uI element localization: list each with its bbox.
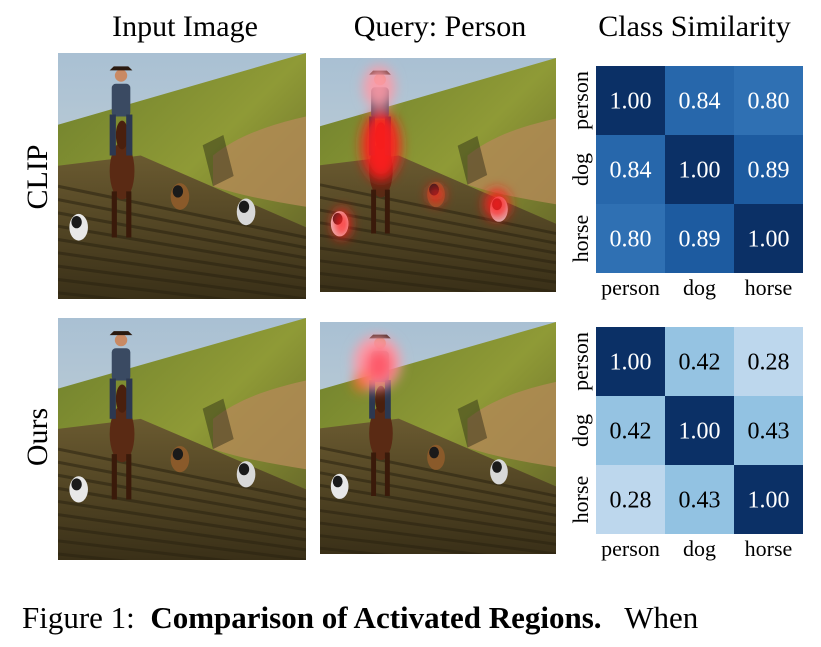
heatmap-cell-1-2-0 [596,465,665,534]
activation-map [332,65,510,240]
heatmap-ylabel-0-0: person [568,71,593,130]
heatmap-value-1-0-0: 1.00 [610,350,652,376]
horse [109,142,135,200]
input-image-ours [58,318,306,560]
heatmap-cell-1-0-0 [596,327,665,396]
heatmap-value-0-1-0: 0.84 [610,158,652,184]
heatmap-ylabel-0-2: horse [568,215,593,263]
heatmap-value-1-2-0: 0.28 [610,488,652,514]
horse [109,405,135,463]
heatmap-cell-0-2-1 [665,204,734,273]
eroded-bank [467,118,556,205]
heatmap-cell-1-1-2 [734,396,803,465]
heatmap-cell-1-2-2 [734,465,803,534]
column-title-query: Query: Person [353,10,527,43]
eroded-bank [213,380,306,470]
heatmap-ylabel-1-2: horse [568,476,593,524]
row-label-ours: Ours [21,407,54,467]
heatmap-value-1-0-2: 0.28 [748,350,790,376]
heatmap-cell-0-0-1 [665,66,734,135]
similarity-heatmap-clip: 1.00 0.84 0.80 person person 0.84 1.00 0.89 dog d… [566,66,806,306]
heatmap-xlabel-1-2: horse [745,536,793,561]
caption-bold: Comparison of Activated Regions. [150,600,602,635]
heatmap-value-1-1-2: 0.43 [748,419,790,445]
column-title-similarity: Class Similarity [598,10,791,43]
heatmap-value-1-1-0: 0.42 [610,419,652,445]
column-title-input: Input Image [112,10,258,43]
heatmap-value-0-0-2: 0.80 [748,89,790,115]
cowboy-hat [109,66,133,71]
heatmap-cell-1-0-1 [665,327,734,396]
activation-map [353,335,401,392]
heatmap-cell-1-2-1 [665,465,734,534]
heatmap-value-0-0-0: 1.00 [610,89,652,115]
heatmap-value-1-1-1: 1.00 [679,419,721,445]
heatmap-value-0-0-1: 0.84 [679,89,721,115]
heatmap-value-0-2-1: 0.89 [679,227,721,253]
heatmap-cell-1-1-1 [665,396,734,465]
input-image-clip [58,53,306,299]
heatmap-ylabel-1-1: dog [568,414,593,447]
heatmap-value-0-1-1: 1.00 [679,158,721,184]
heatmap-xlabel-0-2: horse [745,275,793,300]
horse [369,406,393,461]
query-person-activation-clip [320,58,556,292]
rider [111,348,131,381]
heatmap-xlabel-0-0: person [601,275,660,300]
caption-prefix: Figure 1: [22,600,135,635]
heatmap-cell-0-0-2 [734,66,803,135]
heatmap-cell-1-1-0 [596,396,665,465]
heatmap-cell-0-1-2 [734,135,803,204]
heatmap-value-0-2-0: 0.80 [610,227,652,253]
query-person-activation-ours [320,322,556,554]
heatmap-cell-0-1-0 [596,135,665,204]
figure-caption: Figure 1: Comparison of Activated Region… [22,600,698,636]
heatmap-value-0-1-2: 0.89 [748,158,790,184]
heatmap-xlabel-0-1: dog [683,275,716,300]
heatmap-value-1-0-1: 0.42 [679,350,721,376]
heatmap-value-0-2-2: 1.00 [748,227,790,253]
heatmap-cell-0-2-0 [596,204,665,273]
heatmap-value-1-2-2: 1.00 [748,488,790,514]
cowboy-hat [109,331,133,336]
similarity-heatmap-ours: 1.00 0.42 0.28 person person 0.42 1.00 0.43 dog d… [566,327,806,567]
heatmap-xlabel-1-1: dog [683,536,716,561]
eroded-bank [213,116,306,207]
heatmap-ylabel-1-0: person [568,332,593,391]
heatmap-cell-0-0-0 [596,66,665,135]
heatmap-cell-0-1-1 [665,135,734,204]
heatmap-value-1-2-1: 0.43 [679,488,721,514]
eroded-bank [467,381,556,467]
heatmap-ylabel-0-1: dog [568,153,593,186]
heatmap-cell-1-0-2 [734,327,803,396]
heatmap-cell-0-2-2 [734,204,803,273]
row-label-clip: CLIP [21,144,54,210]
caption-suffix: When [624,600,699,635]
rider [111,83,131,117]
heatmap-xlabel-1-0: person [601,536,660,561]
